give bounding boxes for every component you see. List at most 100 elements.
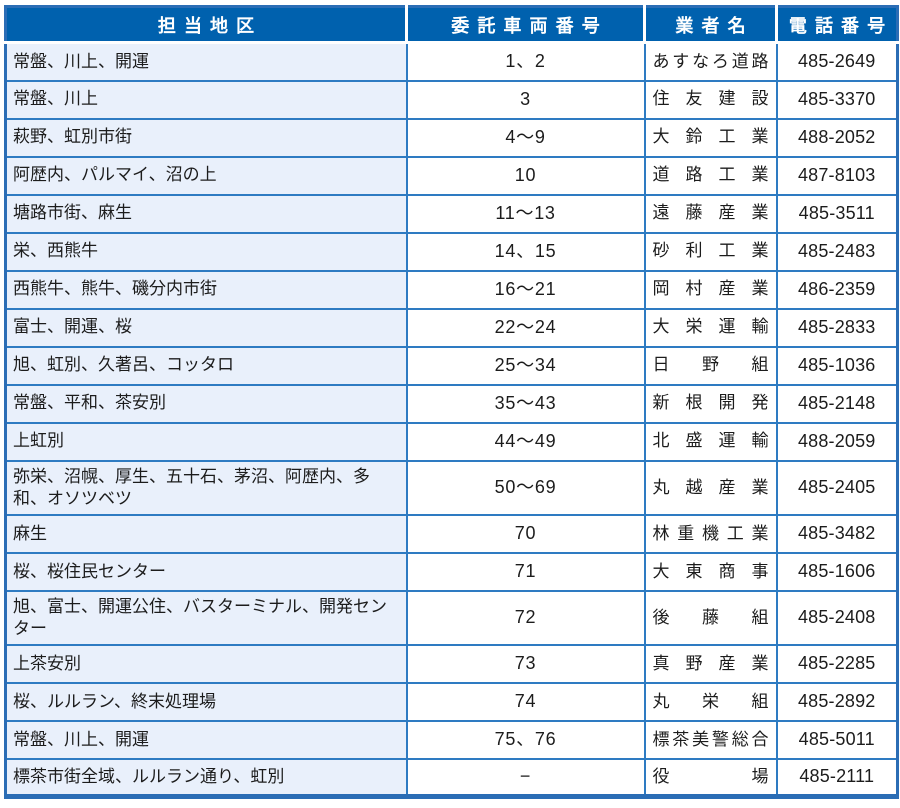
phone-text: 485-2892: [797, 691, 876, 712]
company-cell: 岡村産業: [643, 269, 778, 310]
company-text: 丸越産業: [652, 477, 769, 497]
company-text: あすなろ道路: [652, 51, 769, 71]
district-text: 標茶市街全域、ルルラン通り、虹別: [13, 767, 285, 787]
phone-cell: 485-3370: [775, 79, 899, 120]
phone-text: 485-2483: [797, 240, 876, 261]
vehicle-number-text: −: [519, 766, 532, 787]
district-text: 萩野、虹別市街: [13, 127, 132, 147]
header-row: 担当地区 委託車両番号 業者名 電話番号: [5, 6, 898, 44]
vehicle-number-text: 35〜43: [494, 392, 557, 413]
table-row: 塘路市街、麻生 11〜13 遠藤産業 485-3511: [4, 193, 899, 234]
phone-cell: 485-2833: [775, 307, 899, 348]
phone-text: 485-2111: [799, 766, 875, 787]
district-cell: 萩野、虹別市街: [4, 117, 408, 158]
company-text: 役場: [652, 767, 769, 787]
district-text: 桜、ルルラン、終末処理場: [13, 691, 216, 711]
company-text: 砂利工業: [652, 241, 769, 261]
phone-text: 485-3511: [798, 202, 875, 223]
table-header: 担当地区 委託車両番号 業者名 電話番号: [5, 6, 898, 44]
phone-text: 487-8103: [797, 164, 876, 185]
phone-cell: 485-2285: [775, 643, 899, 684]
company-cell: 大東商事: [643, 551, 778, 592]
district-cell: 富士、開運、桜: [4, 307, 408, 348]
company-cell: あすなろ道路: [643, 41, 778, 82]
company-cell: 住友建設: [643, 79, 778, 120]
company-cell: 砂利工業: [643, 231, 778, 272]
district-cell: 西熊牛、熊牛、磯分内市街: [4, 269, 408, 310]
vehicle-number-text: 16〜21: [494, 278, 557, 299]
district-cell: 栄、西熊牛: [4, 231, 408, 272]
table-row: 標茶市街全域、ルルラン通り、虹別 − 役場 485-2111: [4, 757, 899, 798]
vehicle-number-cell: 25〜34: [405, 345, 646, 386]
vehicle-number-cell: 74: [405, 681, 646, 722]
phone-text: 485-2833: [797, 316, 876, 337]
company-text: 大栄運輸: [652, 317, 769, 337]
company-text: 真野産業: [652, 653, 769, 673]
district-cell: 麻生: [4, 513, 408, 554]
company-cell: 役場: [643, 757, 778, 798]
district-cell: 常盤、川上、開運: [4, 41, 408, 82]
vehicle-number-text: 73: [514, 653, 537, 674]
district-cell: 阿歴内、パルマイ、沼の上: [4, 155, 408, 196]
phone-cell: 485-3482: [775, 513, 899, 554]
phone-cell: 488-2059: [775, 421, 899, 462]
company-text: 丸栄組: [652, 691, 769, 711]
phone-text: 486-2359: [797, 278, 876, 299]
vehicle-number-cell: 50〜69: [405, 459, 646, 516]
vehicle-number-cell: 71: [405, 551, 646, 592]
company-cell: 大鈴工業: [643, 117, 778, 158]
table-row: 常盤、平和、茶安別 35〜43 新根開発 485-2148: [4, 383, 899, 424]
table-row: 上茶安別 73 真野産業 485-2285: [4, 643, 899, 684]
company-text: 岡村産業: [652, 279, 769, 299]
vehicle-number-text: 72: [514, 607, 537, 628]
district-text: 富士、開運、桜: [13, 317, 132, 337]
vehicle-number-text: 50〜69: [494, 476, 557, 497]
vehicle-number-cell: 35〜43: [405, 383, 646, 424]
company-cell: 林重機工業: [643, 513, 778, 554]
company-cell: 丸栄組: [643, 681, 778, 722]
vehicle-number-text: 10: [514, 164, 537, 185]
vehicle-number-cell: 73: [405, 643, 646, 684]
table-row: 栄、西熊牛 14、15 砂利工業 485-2483: [4, 231, 899, 272]
phone-text: 485-3482: [797, 522, 876, 543]
table-row: 麻生 70 林重機工業 485-3482: [4, 513, 899, 554]
phone-cell: 485-2148: [775, 383, 899, 424]
header-district: 担当地区: [5, 6, 407, 44]
district-cell: 塘路市街、麻生: [4, 193, 408, 234]
district-cell: 旭、富士、開運公住、バスターミナル、開発センター: [4, 589, 408, 646]
company-cell: 日野組: [643, 345, 778, 386]
vehicle-number-cell: 70: [405, 513, 646, 554]
company-text: 林重機工業: [652, 523, 769, 543]
company-text: 道路工業: [652, 165, 769, 185]
table-body: 常盤、川上、開運 1、2 あすなろ道路 485-2649 常盤、川上 3 住友建…: [4, 41, 899, 798]
vehicle-number-cell: 1、2: [405, 41, 646, 82]
phone-text: 485-2285: [797, 653, 876, 674]
vehicle-number-text: 75、76: [494, 729, 557, 750]
vehicle-number-text: 1、2: [505, 51, 546, 72]
phone-text: 485-3370: [797, 88, 876, 109]
phone-text: 485-1606: [797, 560, 876, 581]
phone-cell: 485-2892: [775, 681, 899, 722]
district-text: 栄、西熊牛: [13, 241, 98, 261]
header-company: 業者名: [643, 6, 777, 44]
district-text: 常盤、川上、開運: [13, 51, 149, 71]
company-cell: 丸越産業: [643, 459, 778, 516]
district-text: 上茶安別: [13, 653, 81, 673]
company-text: 日野組: [652, 355, 769, 375]
contractor-table: 担当地区 委託車両番号 業者名 電話番号 常盤、川上、開運 1、2 あすなろ道路…: [4, 5, 899, 800]
vehicle-number-cell: 72: [405, 589, 646, 646]
table-row: 富士、開運、桜 22〜24 大栄運輸 485-2833: [4, 307, 899, 348]
table-row: 常盤、川上、開運 75、76 標茶美警総合 485-5011: [4, 719, 899, 760]
vehicle-number-cell: 11〜13: [405, 193, 646, 234]
vehicle-number-text: 14、15: [494, 240, 557, 261]
district-text: 桜、桜住民センター: [13, 561, 166, 581]
phone-cell: 485-5011: [775, 719, 899, 760]
district-text: 麻生: [13, 523, 47, 543]
phone-text: 488-2059: [797, 430, 876, 451]
vehicle-number-cell: 22〜24: [405, 307, 646, 348]
vehicle-number-cell: 3: [405, 79, 646, 120]
vehicle-number-cell: 4〜9: [405, 117, 646, 158]
table-row: 常盤、川上 3 住友建設 485-3370: [4, 79, 899, 120]
company-text: 大東商事: [652, 561, 769, 581]
